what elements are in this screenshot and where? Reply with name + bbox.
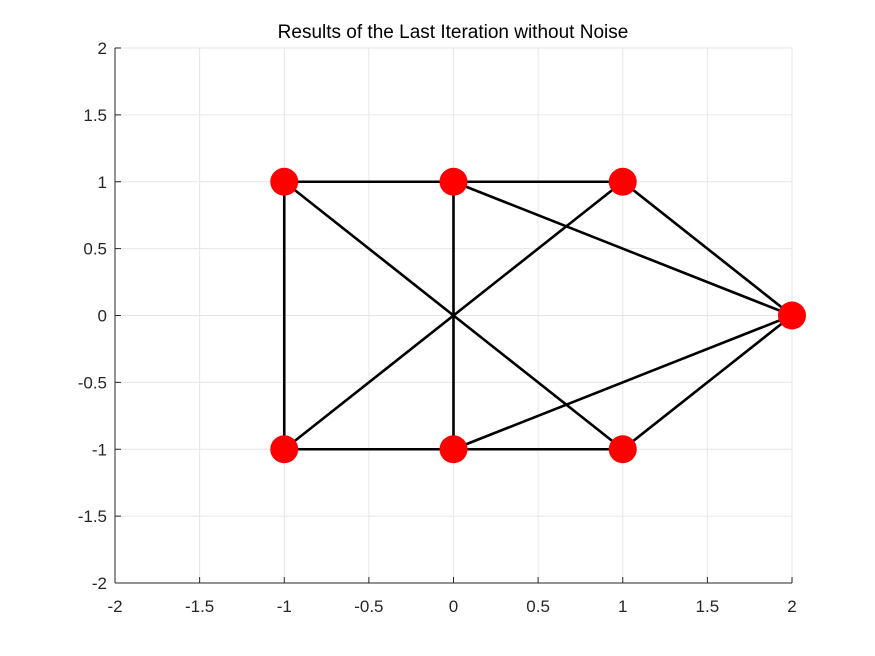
node-point-6 [608, 435, 637, 464]
y-tick-label-5: -0.5 [78, 373, 107, 392]
x-tick-label-8: 2 [787, 597, 796, 616]
edge-11 [621, 314, 794, 451]
node-point-0 [270, 167, 299, 196]
edges [282, 180, 794, 451]
node-point-2 [608, 167, 637, 196]
x-tick-label-0: -2 [107, 597, 122, 616]
x-tick-labels: -2 -1.5 -1 -0.5 0 0.5 1 1.5 2 [107, 597, 796, 616]
x-tick-label-2: -1 [277, 597, 292, 616]
y-tick-label-7: -1.5 [78, 507, 107, 526]
x-tick-label-4: 0 [449, 597, 458, 616]
node-point-5 [439, 435, 468, 464]
y-tick-label-3: 0.5 [83, 240, 107, 259]
y-tick-labels: 2 1.5 1 0.5 0 -0.5 -1 -1.5 -2 [78, 39, 107, 593]
node-point-4 [270, 435, 299, 464]
edge-10 [452, 314, 794, 451]
x-tick-label-7: 1.5 [696, 597, 720, 616]
nodes [270, 167, 806, 464]
chart-title: Results of the Last Iteration without No… [278, 22, 629, 43]
y-tick-label-6: -1 [92, 440, 107, 459]
y-tick-label-4: 0 [98, 307, 107, 326]
x-tick-label-1: -1.5 [185, 597, 214, 616]
y-tick-label-8: -2 [92, 574, 107, 593]
y-tick-label-2: 1 [98, 173, 107, 192]
edge-9 [621, 180, 794, 317]
y-tick-label-0: 2 [98, 39, 107, 58]
node-point-3 [778, 301, 806, 330]
y-tick-label-1: 1.5 [83, 106, 107, 125]
x-tick-label-3: -0.5 [354, 597, 383, 616]
axes-box [114, 47, 793, 584]
x-tick-label-5: 0.5 [526, 597, 550, 616]
edge-8 [452, 180, 794, 317]
x-tick-label-6: 1 [618, 597, 627, 616]
node-point-1 [439, 167, 468, 196]
